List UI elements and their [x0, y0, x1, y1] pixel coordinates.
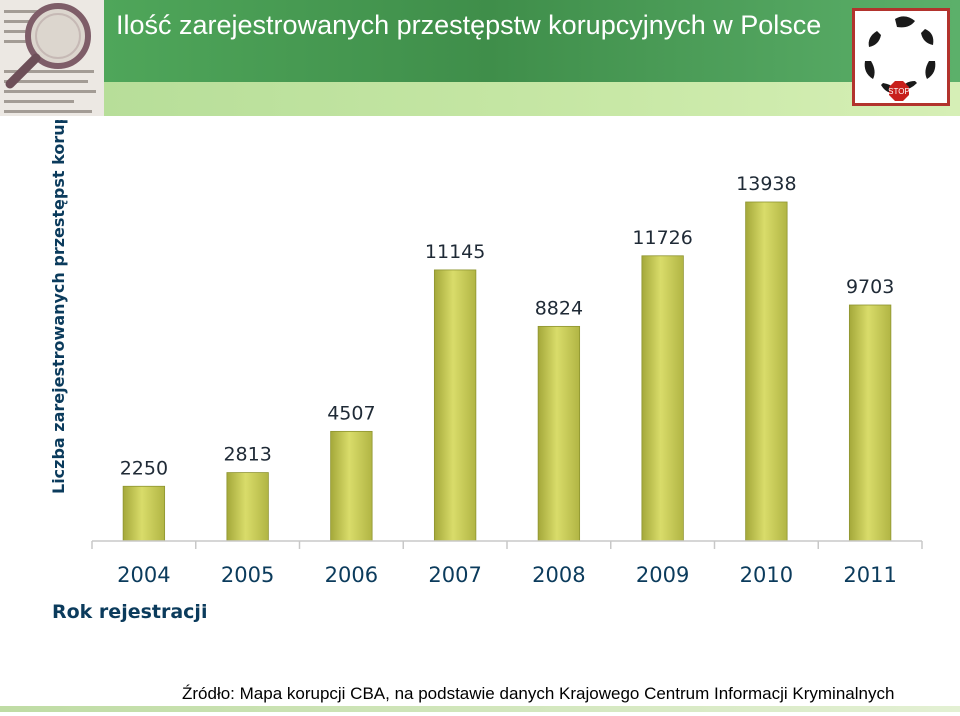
x-tick-label-2011: 2011	[843, 563, 896, 587]
x-tick-label-2006: 2006	[325, 563, 378, 587]
bar-2009	[641, 255, 684, 542]
bottom-rule	[0, 706, 960, 712]
bar-2007	[433, 269, 477, 542]
y-axis-label: Liczba zarejestrowanych przestępst korup…	[49, 120, 68, 494]
data-label-2005: 2813	[223, 444, 271, 466]
x-axis-label: Rok rejestracji	[52, 601, 207, 623]
slide-header: Ilość zarejestrowanych przestępstw korup…	[0, 0, 960, 116]
bar-2004	[122, 485, 166, 542]
header-band-light	[104, 82, 960, 116]
bar-2005	[226, 472, 269, 542]
data-label-2011: 9703	[846, 276, 894, 298]
data-label-2009: 11726	[632, 227, 692, 249]
bar-2006	[330, 430, 373, 542]
anti-corruption-logo: STOP	[852, 8, 950, 106]
x-tick-label-2009: 2009	[636, 563, 689, 587]
magnifier-icon	[0, 0, 104, 116]
magnifier-photo	[0, 0, 104, 116]
header-band	[104, 0, 960, 82]
x-tick-label-2010: 2010	[740, 563, 793, 587]
x-tick-label-2005: 2005	[221, 563, 274, 587]
bar-2011	[848, 304, 892, 542]
x-tick-label-2004: 2004	[117, 563, 170, 587]
bar-2008	[537, 325, 581, 542]
bar-chart: Liczba zarejestrowanych przestępst korup…	[49, 120, 923, 623]
data-label-2006: 4507	[327, 402, 375, 424]
data-label-2010: 13938	[736, 173, 796, 195]
x-tick-label-2008: 2008	[532, 563, 585, 587]
data-label-2007: 11145	[425, 241, 485, 263]
source-note: Źródło: Mapa korupcji CBA, na podstawie …	[182, 684, 895, 703]
x-tick-label-2007: 2007	[428, 563, 481, 587]
fish-circle-icon: STOP	[864, 16, 936, 101]
page-title: Ilość zarejestrowanych przestępstw korup…	[116, 10, 822, 40]
data-label-2004: 2250	[120, 457, 168, 479]
logo-badge-text: STOP	[888, 87, 910, 96]
bar-2010	[745, 201, 788, 542]
data-label-2008: 8824	[535, 297, 583, 319]
